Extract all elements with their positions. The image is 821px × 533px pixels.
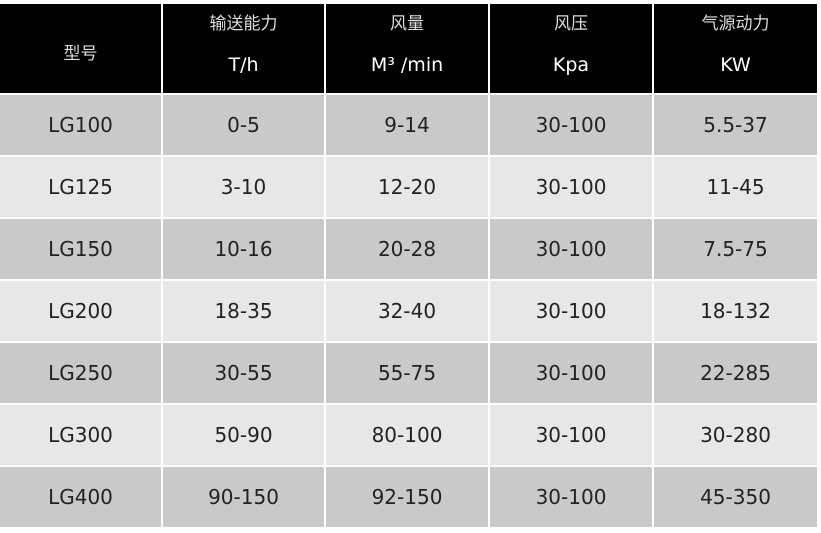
header-unit: Kpa xyxy=(552,54,590,76)
table-cell: 55-75 xyxy=(326,343,488,403)
header-cell: 输送能力 T/h xyxy=(163,4,324,93)
table-cell: LG250 xyxy=(0,343,161,403)
table-cell: 90-150 xyxy=(163,467,324,527)
table-cell: LG150 xyxy=(0,219,161,279)
table-cell: 10-16 xyxy=(163,219,324,279)
table-cell: 30-55 xyxy=(163,343,324,403)
table-cell: 30-280 xyxy=(654,405,817,465)
table-cell: 5.5-37 xyxy=(654,95,817,155)
table-cell: 12-20 xyxy=(326,157,488,217)
table-cell: 30-100 xyxy=(490,95,652,155)
table-cell: 30-100 xyxy=(490,467,652,527)
table-cell: 7.5-75 xyxy=(654,219,817,279)
header-label: 风压 xyxy=(554,14,588,34)
header-cell: 型号 xyxy=(0,4,161,93)
header-label: 气源动力 xyxy=(701,14,770,34)
table-cell: 18-35 xyxy=(163,281,324,341)
table-cell: 3-10 xyxy=(163,157,324,217)
table-cell: LG400 xyxy=(0,467,161,527)
table-cell: 50-90 xyxy=(163,405,324,465)
table-cell: 30-100 xyxy=(490,157,652,217)
header-cell: 风量 M³ /min xyxy=(326,4,488,93)
table-cell: 92-150 xyxy=(326,467,488,527)
table-cell: 45-350 xyxy=(654,467,817,527)
table-cell: 11-45 xyxy=(654,157,817,217)
header-cell: 气源动力 KW xyxy=(654,4,817,93)
header-unit: KW xyxy=(720,54,751,76)
table-cell: LG100 xyxy=(0,95,161,155)
header-label: 输送能力 xyxy=(209,14,278,34)
header-cell: 风压 Kpa xyxy=(490,4,652,93)
table-cell: 30-100 xyxy=(490,281,652,341)
table-cell: 9-14 xyxy=(326,95,488,155)
header-unit: T/h xyxy=(228,54,259,76)
header-unit: M³ /min xyxy=(370,54,444,76)
table-cell: 80-100 xyxy=(326,405,488,465)
table-cell: 18-132 xyxy=(654,281,817,341)
table-cell: 0-5 xyxy=(163,95,324,155)
table-cell: 22-285 xyxy=(654,343,817,403)
header-label: 风量 xyxy=(390,14,424,34)
spec-table: 型号 输送能力 T/h 风量 M³ /min 风压 Kpa 气源动力 KW LG100 0-5 9-1… xyxy=(0,4,817,527)
table-cell: 30-100 xyxy=(490,219,652,279)
table-cell: LG200 xyxy=(0,281,161,341)
header-label: 型号 xyxy=(63,44,98,64)
table-cell: 32-40 xyxy=(326,281,488,341)
table-cell: LG300 xyxy=(0,405,161,465)
table-cell: 20-28 xyxy=(326,219,488,279)
table-cell: 30-100 xyxy=(490,405,652,465)
table-cell: LG125 xyxy=(0,157,161,217)
table-cell: 30-100 xyxy=(490,343,652,403)
